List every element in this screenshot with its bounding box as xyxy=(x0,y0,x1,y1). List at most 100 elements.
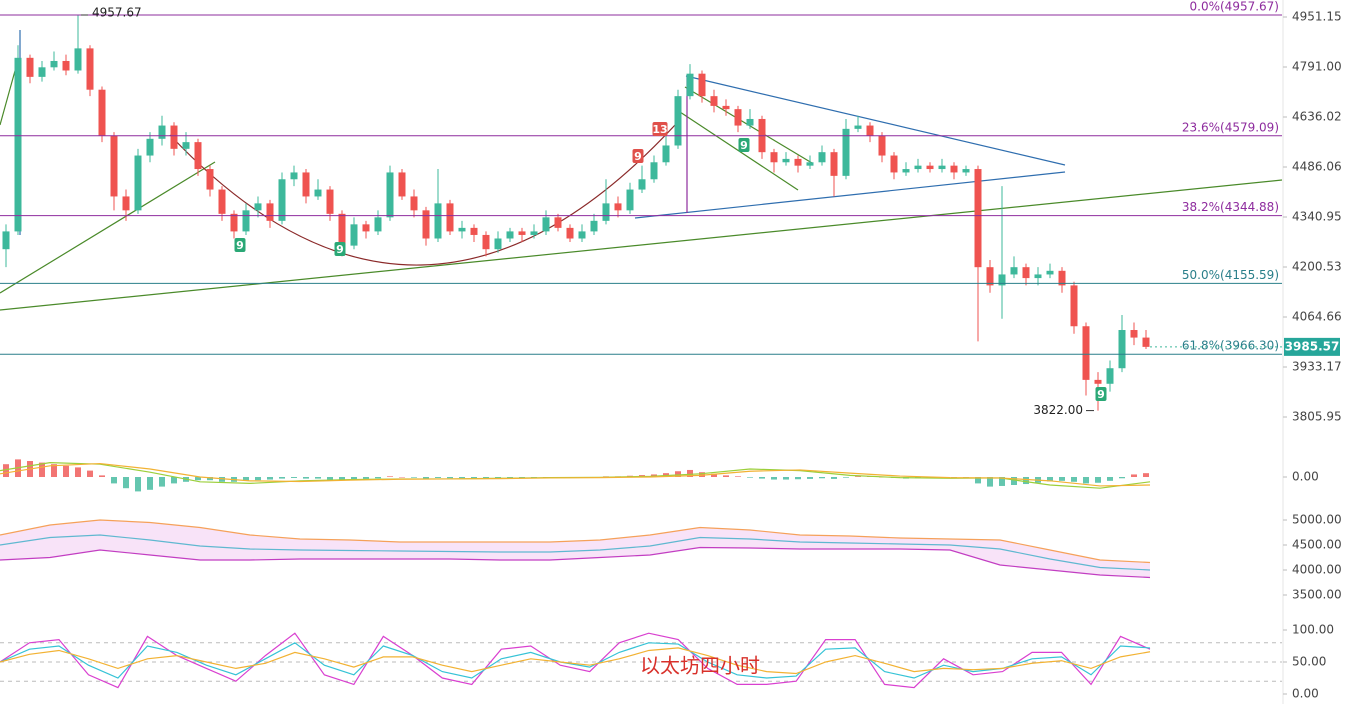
candle-body xyxy=(170,125,178,149)
y-tick-label: 4200.53 xyxy=(1292,259,1342,273)
band-line xyxy=(0,534,1151,571)
candle-body xyxy=(254,203,262,211)
macd-bar xyxy=(291,477,297,478)
candle-body xyxy=(962,169,970,173)
candle-body xyxy=(1058,270,1066,286)
macd-bar xyxy=(327,477,333,480)
macd-bar xyxy=(771,477,777,480)
macd-bar xyxy=(207,477,213,481)
macd-bar xyxy=(699,472,705,477)
candle-body xyxy=(50,60,58,68)
candle-body xyxy=(590,220,598,232)
candle-body xyxy=(482,234,490,250)
candle-body xyxy=(1046,270,1054,275)
macd-bar xyxy=(843,477,849,478)
candle-body xyxy=(194,142,202,170)
candle-body xyxy=(26,57,34,77)
macd-bar xyxy=(795,477,801,480)
candle-body xyxy=(554,217,562,228)
y-tick-label: 4500.00 xyxy=(1292,538,1342,552)
macd-bar xyxy=(495,477,501,479)
macd-bar xyxy=(1095,477,1101,483)
macd-bar xyxy=(507,477,513,478)
candle-body xyxy=(158,125,166,139)
macd-bar xyxy=(711,473,717,477)
y-tick-label: 4000.00 xyxy=(1292,563,1342,577)
candle-body xyxy=(1070,285,1078,327)
candle-body xyxy=(302,172,310,197)
macd-bar xyxy=(219,477,225,482)
candle-body xyxy=(230,213,238,232)
macd-bar xyxy=(339,477,345,481)
candle-body xyxy=(650,162,658,180)
candle-body xyxy=(1130,330,1138,338)
candle-body xyxy=(1010,267,1018,275)
y-tick-label: 5000.00 xyxy=(1292,513,1342,527)
macd-bar xyxy=(1023,477,1029,485)
td-marker: 9 xyxy=(740,139,748,152)
macd-bar xyxy=(1047,477,1053,482)
candle-body xyxy=(1094,379,1102,384)
fib-label: 38.2%(4344.88) xyxy=(1182,200,1279,214)
macd-bar xyxy=(159,477,165,487)
macd-bar xyxy=(363,477,369,479)
candle-body xyxy=(578,231,586,239)
candle-body xyxy=(710,96,718,106)
fib-label: 61.8%(3966.30) xyxy=(1182,339,1279,353)
macd-bar xyxy=(471,477,477,479)
candle-body xyxy=(74,48,82,71)
low-label: 3822.00 xyxy=(1033,403,1083,417)
high-label: 4957.67 xyxy=(92,5,142,19)
macd-bar xyxy=(1131,474,1137,477)
macd-bar xyxy=(783,477,789,480)
macd-bar xyxy=(435,477,441,478)
candle-body xyxy=(314,189,322,197)
macd-bar xyxy=(759,477,765,479)
y-tick-label: 4951.15 xyxy=(1292,9,1342,23)
candle-body xyxy=(422,210,430,239)
fib-label: 0.0%(4957.67) xyxy=(1190,0,1279,13)
fib-label: 50.0%(4155.59) xyxy=(1182,268,1279,282)
candle-body xyxy=(1106,368,1114,384)
td-marker: 9 xyxy=(1097,388,1105,401)
macd-bar xyxy=(735,476,741,477)
candle-body xyxy=(518,231,526,235)
candle-body xyxy=(914,165,922,170)
candle-body xyxy=(830,152,838,176)
candle-body xyxy=(122,196,130,211)
candle-body xyxy=(566,227,574,239)
band-line xyxy=(0,546,1151,579)
macd-bar xyxy=(747,477,753,478)
candle-body xyxy=(242,210,250,232)
y-tick-label: 0.00 xyxy=(1292,470,1319,484)
candle-body xyxy=(950,165,958,173)
y-tick-label: 50.00 xyxy=(1292,655,1326,669)
candle-body xyxy=(794,158,802,166)
candle-body xyxy=(818,152,826,163)
candle-body xyxy=(362,224,370,232)
candle-body xyxy=(1118,330,1126,369)
macd-bar xyxy=(267,477,273,480)
macd-bar xyxy=(135,477,141,492)
candle-body xyxy=(386,172,394,218)
kdj-line xyxy=(0,632,1151,689)
candle-body xyxy=(278,179,286,221)
macd-bar xyxy=(1143,473,1149,477)
y-tick-label: 100.00 xyxy=(1292,622,1334,636)
fib-label: 23.6%(4579.09) xyxy=(1182,120,1279,134)
candle-body xyxy=(290,172,298,180)
candle-body xyxy=(38,67,46,77)
macd-bar xyxy=(675,471,681,477)
macd-bar xyxy=(303,477,309,479)
last-price-tag xyxy=(1284,337,1340,356)
macd-bar xyxy=(855,476,861,477)
macd-bar xyxy=(987,477,993,487)
candle-body xyxy=(686,73,694,97)
candle-body xyxy=(218,189,226,214)
candle-body xyxy=(602,203,610,221)
candle-body xyxy=(1022,267,1030,279)
candle-body xyxy=(734,109,742,126)
candle-body xyxy=(938,165,946,170)
candle-body xyxy=(842,128,850,176)
